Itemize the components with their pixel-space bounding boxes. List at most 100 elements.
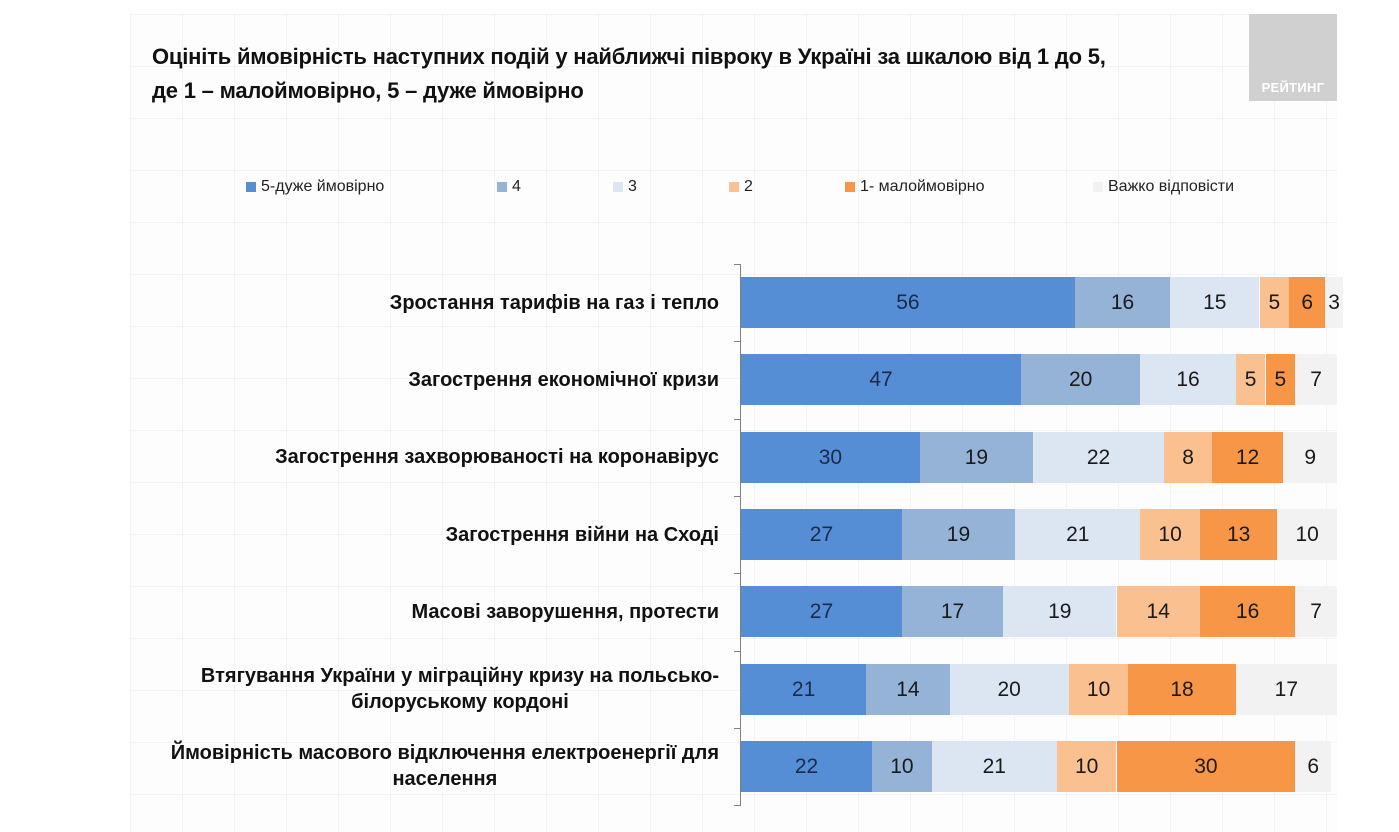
bar-segment: 14: [866, 664, 950, 715]
bar-segment: 27: [741, 586, 902, 637]
bar-segment: 15: [1170, 277, 1260, 328]
y-axis-tick: [734, 264, 741, 265]
data-label: 10: [1158, 522, 1182, 546]
chart-title-line-2: де 1 – малоймовірно, 5 – дуже ймовірно: [152, 78, 584, 103]
category-label: Втягування України у міграційну кризу на…: [119, 659, 719, 719]
bar-segment: 10: [1140, 509, 1200, 560]
legend-item: 5-дуже ймовірно: [246, 178, 384, 196]
bar-segment: 47: [741, 354, 1022, 405]
data-label: 16: [1176, 367, 1200, 391]
logo-text: РЕЙТИНГ: [1261, 80, 1325, 95]
category-label-line: Загострення війни на Сході: [445, 524, 719, 546]
data-label: 16: [1235, 599, 1260, 623]
bar-segment: 13: [1199, 509, 1278, 560]
bar-segment: 16: [1140, 354, 1236, 405]
category-label-line: Загострення економічної кризи: [408, 369, 719, 391]
category-label-text: Втягування України у міграційну кризу на…: [201, 663, 719, 715]
data-label: 19: [946, 522, 971, 546]
category-label-text: Загострення війни на Сході: [446, 522, 719, 548]
y-axis-tick: [734, 341, 741, 342]
bar-segment: 30: [1116, 741, 1296, 792]
y-axis-tick: [734, 496, 741, 497]
legend-item: Важко відповісти: [1093, 178, 1234, 196]
category-label: Загострення захворюваності на коронавіру…: [119, 427, 719, 487]
bar-segment: 30: [741, 432, 920, 483]
legend-label: 4: [512, 178, 521, 195]
bar-segment: 21: [931, 741, 1057, 792]
bar-segment: 20: [1021, 354, 1141, 405]
data-label: 27: [809, 522, 834, 546]
bar-segment: 19: [1003, 586, 1117, 637]
data-label: 20: [997, 677, 1021, 701]
bar-segment: 16: [1199, 586, 1296, 637]
legend-item: 1- малоймовірно: [845, 178, 985, 196]
data-label: 5: [1244, 367, 1257, 391]
bar-segment: 21: [1015, 509, 1141, 560]
data-label: 10: [1075, 754, 1099, 778]
bar-segment: 19: [901, 509, 1016, 560]
bar-segment: 18: [1128, 664, 1236, 715]
bar-segment: 16: [1074, 277, 1171, 328]
category-label: Загострення війни на Сході: [119, 505, 719, 565]
legend-swatch: [1093, 182, 1103, 192]
category-label-line: Масові заворушення, протести: [411, 601, 719, 623]
bar-segment: 17: [1235, 664, 1337, 715]
y-axis-tick: [734, 728, 741, 729]
slide-background: [130, 14, 1337, 832]
bar-segment: 56: [741, 277, 1075, 328]
bar-segment: 27: [741, 509, 902, 560]
category-label-line: Загострення захворюваності на коронавіру…: [275, 446, 719, 468]
category-label: Зростання тарифів на газ і тепло: [119, 273, 719, 333]
bar-segment: 10: [872, 741, 932, 792]
bar-segment: 21: [741, 664, 867, 715]
category-label-text: Загострення захворюваності на коронавіру…: [275, 444, 719, 470]
y-axis-tick: [734, 419, 741, 420]
chart-title: Оцініть ймовірність наступних подій у на…: [152, 40, 1232, 108]
category-label: Загострення економічної кризи: [119, 350, 719, 410]
bar-segment: 20: [949, 664, 1069, 715]
data-label: 47: [869, 367, 893, 391]
legend-swatch: [613, 182, 623, 192]
data-label: 21: [982, 754, 1006, 778]
category-label-text: Ймовірність масового відключення електро…: [171, 740, 719, 792]
data-label: 10: [1295, 522, 1319, 546]
bar-segment: 3: [1325, 277, 1343, 328]
legend-swatch: [497, 182, 507, 192]
data-label: 14: [896, 677, 920, 701]
bar-segment: 8: [1164, 432, 1212, 483]
bar-segment: 6: [1295, 741, 1332, 792]
data-label: 20: [1069, 367, 1093, 391]
legend-swatch: [845, 182, 855, 192]
bar-segment: 12: [1211, 432, 1284, 483]
data-label: 27: [809, 599, 834, 623]
bar-segment: 5: [1259, 277, 1290, 328]
bar-segment: 5: [1235, 354, 1266, 405]
data-label: 17: [940, 599, 965, 623]
bar-segment: 19: [919, 432, 1033, 483]
data-label: 30: [818, 445, 843, 469]
data-label: 16: [1110, 290, 1135, 314]
legend-label: 2: [744, 178, 753, 195]
bar-segment: 22: [1033, 432, 1165, 483]
rating-logo: РЕЙТИНГ: [1249, 14, 1337, 101]
bar-segment: 9: [1283, 432, 1337, 483]
data-label: 19: [1048, 599, 1072, 623]
legend-item: 4: [497, 178, 521, 196]
data-label: 3: [1328, 290, 1340, 314]
data-label: 30: [1194, 754, 1218, 778]
data-label: 22: [794, 754, 819, 778]
data-label: 5: [1268, 290, 1281, 314]
data-label: 8: [1182, 445, 1194, 469]
data-label: 7: [1310, 367, 1322, 391]
data-label: 15: [1203, 290, 1227, 314]
legend-swatch: [246, 182, 256, 192]
data-label: 12: [1235, 445, 1260, 469]
data-label: 13: [1226, 522, 1251, 546]
bar-segment: 7: [1295, 354, 1337, 405]
data-label: 6: [1301, 290, 1314, 314]
bar-segment: 7: [1295, 586, 1337, 637]
legend-swatch: [729, 182, 739, 192]
y-axis-tick: [734, 651, 741, 652]
legend-label: Важко відповісти: [1108, 178, 1235, 195]
legend-item: 3: [613, 178, 637, 196]
